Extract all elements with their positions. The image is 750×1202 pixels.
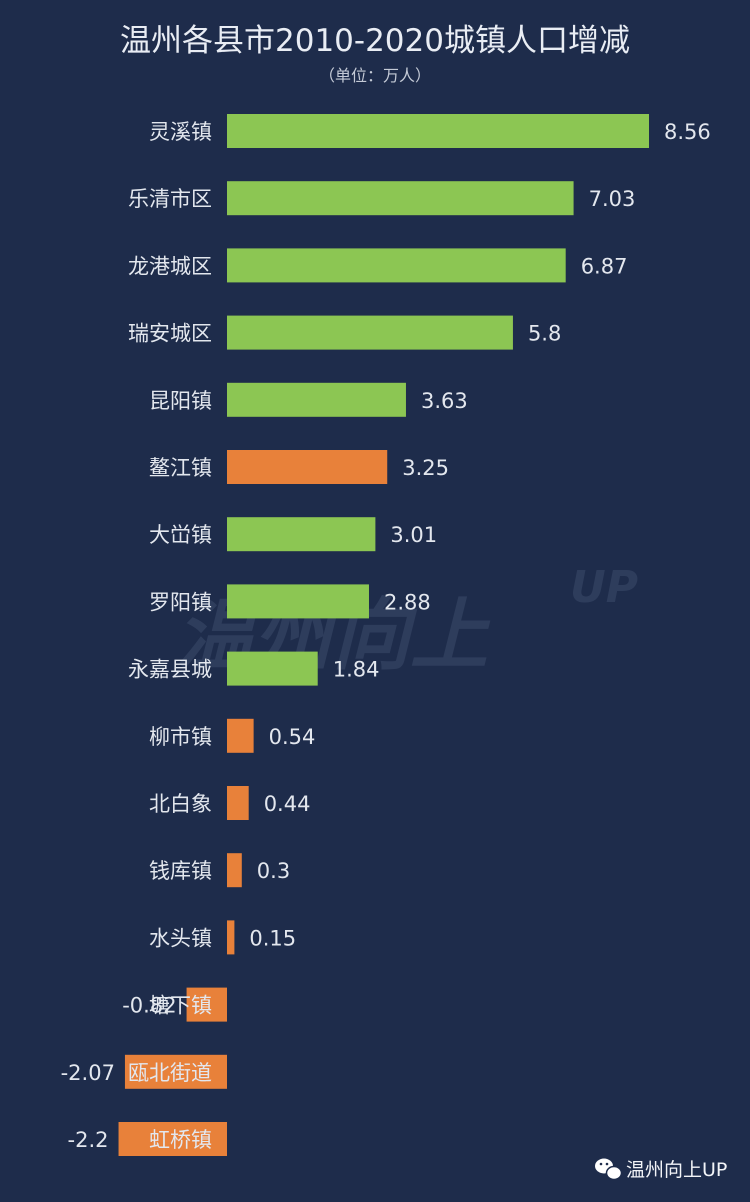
value-label: 5.8 — [528, 322, 561, 346]
category-label: 灵溪镇 — [149, 120, 212, 144]
source-credit: 温州向上UP — [595, 1158, 727, 1181]
value-label: 3.63 — [421, 389, 468, 413]
bar-3 — [227, 248, 566, 283]
category-label: 北白象 — [149, 792, 212, 816]
value-label: 3.01 — [390, 523, 437, 547]
category-label: 大峃镇 — [149, 523, 212, 547]
category-label: 乐清市区 — [128, 187, 212, 211]
bar-8 — [227, 584, 369, 619]
bar-12 — [227, 853, 242, 888]
bar-15 — [124, 1054, 227, 1089]
category-label: 塘下镇 — [149, 994, 212, 1018]
chart-title: 温州各县市2010-2020城镇人口增减 — [120, 23, 630, 59]
bar-9 — [227, 651, 318, 686]
category-label: 水头镇 — [149, 926, 212, 950]
category-label: 虹桥镇 — [149, 1128, 212, 1152]
bar-7 — [227, 517, 376, 552]
value-label: 1.84 — [333, 658, 380, 682]
category-label: 罗阳镇 — [149, 590, 212, 614]
bar-6 — [227, 450, 388, 484]
value-label: 0.44 — [264, 792, 311, 816]
wechat-icon — [595, 1158, 623, 1181]
category-label: 钱库镇 — [149, 859, 212, 883]
bar-2 — [227, 181, 574, 216]
category-label: 瓯北街道 — [128, 1061, 212, 1085]
value-label: 3.25 — [402, 456, 449, 480]
bar-13 — [227, 920, 235, 955]
category-label: 柳市镇 — [149, 725, 212, 749]
value-label: -0.82 — [122, 994, 176, 1018]
category-label: 瑞安城区 — [128, 322, 212, 346]
value-label: -2.07 — [61, 1061, 115, 1085]
value-label: 0.54 — [269, 725, 316, 749]
source-text: 温州向上UP — [626, 1159, 727, 1181]
value-label: 0.15 — [249, 926, 296, 950]
bar-1 — [227, 114, 650, 148]
value-label: 0.3 — [257, 859, 290, 883]
bar-14 — [186, 987, 227, 1022]
bar-16 — [118, 1122, 227, 1156]
category-label: 龙港城区 — [128, 254, 212, 278]
value-label: 7.03 — [589, 187, 636, 211]
bar-5 — [227, 382, 406, 417]
category-label: 昆阳镇 — [149, 389, 212, 413]
bars-group: 灵溪镇 8.56 乐清市区 7.03 龙港城区 6.87 瑞安城区 5.8 昆阳镇 3.63 鳌江镇… — [61, 114, 711, 1156]
value-label: -2.2 — [68, 1128, 109, 1152]
category-label: 永嘉县城 — [128, 658, 212, 682]
category-label: 鳌江镇 — [149, 456, 212, 480]
watermark-up: UP — [570, 562, 638, 613]
bar-11 — [227, 786, 249, 820]
chart-subtitle: （单位：万人） — [319, 66, 431, 85]
bar-10 — [227, 718, 254, 753]
value-label: 6.87 — [581, 254, 628, 278]
value-label: 8.56 — [664, 120, 711, 144]
bar-4 — [227, 315, 513, 350]
value-label: 2.88 — [384, 590, 431, 614]
